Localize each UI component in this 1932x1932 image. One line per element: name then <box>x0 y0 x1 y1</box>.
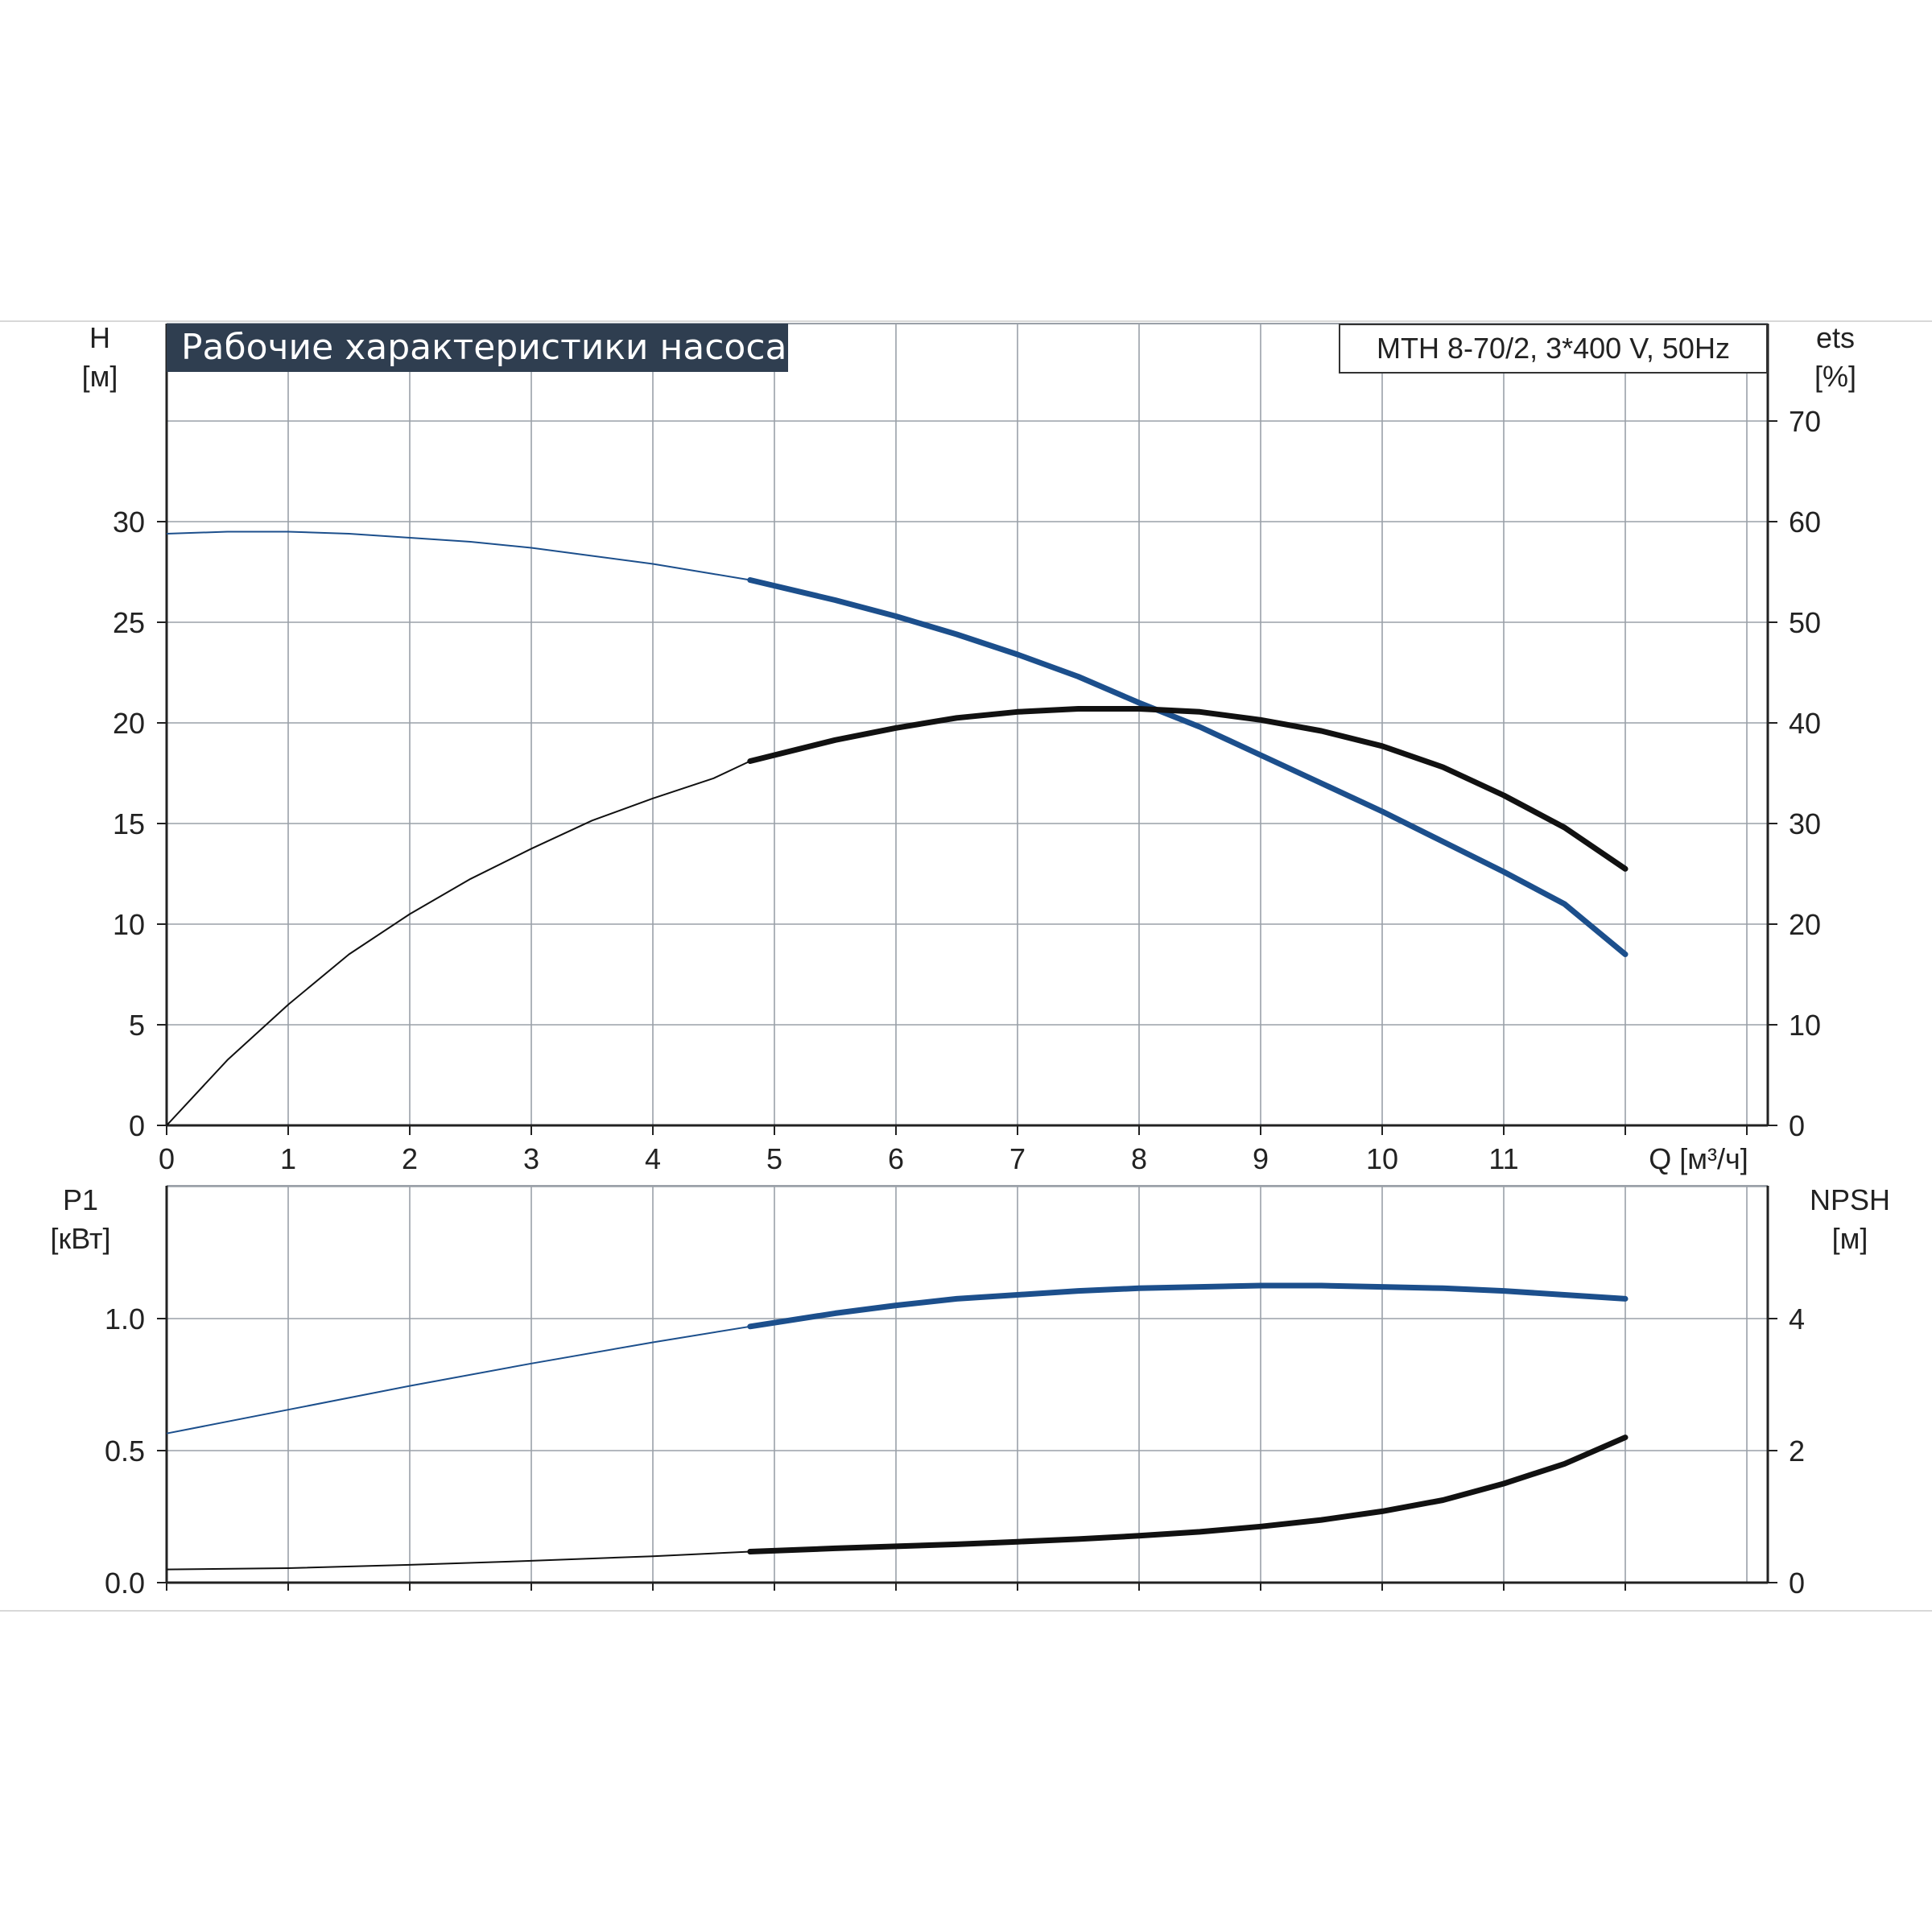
eta-tick-label: 60 <box>1789 506 1821 539</box>
power-curve-duty-range <box>747 1282 1629 1330</box>
p1-tick-label: 1.0 <box>105 1302 145 1335</box>
q-tick-label: 3 <box>523 1142 539 1175</box>
q-tick-label: 6 <box>888 1142 904 1175</box>
q-tick-label: 0 <box>159 1142 175 1175</box>
eta-axis-unit: [%] <box>1814 360 1856 393</box>
eta-tick-label: 70 <box>1789 405 1821 438</box>
head-curve-duty-range <box>747 577 1629 957</box>
h-tick-label: 25 <box>113 606 145 639</box>
npsh-tick-label: 4 <box>1789 1302 1805 1335</box>
h-axis-unit: [м] <box>82 360 118 393</box>
h-axis-label: H <box>89 321 110 354</box>
q-tick-label: 7 <box>1009 1142 1026 1175</box>
npsh-axis-unit: [м] <box>1832 1222 1868 1255</box>
q-tick-label: 10 <box>1366 1142 1398 1175</box>
q-axis-label: Q [м³/ч] <box>1649 1142 1748 1175</box>
q-tick-label: 2 <box>402 1142 418 1175</box>
efficiency-curve-duty-range <box>747 706 1629 872</box>
q-tick-label: 9 <box>1253 1142 1269 1175</box>
chart-title: Рабочие характеристики насоса <box>167 324 788 372</box>
eta-tick-label: 0 <box>1789 1109 1805 1142</box>
q-tick-label: 5 <box>766 1142 782 1175</box>
npsh-axis-label: NPSH <box>1810 1183 1890 1216</box>
npsh-curve-duty-range <box>747 1435 1629 1554</box>
eta-axis-label: ets <box>1816 321 1855 354</box>
h-tick-label: 20 <box>113 707 145 740</box>
p1-tick-label: 0.0 <box>105 1567 145 1600</box>
npsh-tick-label: 0 <box>1789 1567 1805 1600</box>
p1-axis-label: P1 <box>63 1183 98 1216</box>
eta-tick-label: 40 <box>1789 707 1821 740</box>
model-label: MTH 8-70/2, 3*400 V, 50Hz <box>1339 324 1768 374</box>
eta-tick-label: 10 <box>1789 1009 1821 1042</box>
eta-tick-label: 30 <box>1789 807 1821 840</box>
h-tick-label: 30 <box>113 506 145 539</box>
q-tick-label: 11 <box>1488 1142 1518 1175</box>
h-tick-label: 10 <box>113 908 145 941</box>
q-tick-label: 4 <box>645 1142 661 1175</box>
h-tick-label: 15 <box>113 807 145 840</box>
q-tick-label: 8 <box>1131 1142 1147 1175</box>
q-tick-label: 1 <box>280 1142 296 1175</box>
p1-axis-unit: [кВт] <box>50 1222 110 1255</box>
npsh-tick-label: 2 <box>1789 1435 1805 1468</box>
h-tick-label: 5 <box>129 1009 145 1042</box>
p1-tick-label: 0.5 <box>105 1435 145 1468</box>
h-tick-label: 0 <box>129 1109 145 1142</box>
eta-tick-label: 50 <box>1789 606 1821 639</box>
eta-tick-label: 20 <box>1789 908 1821 941</box>
